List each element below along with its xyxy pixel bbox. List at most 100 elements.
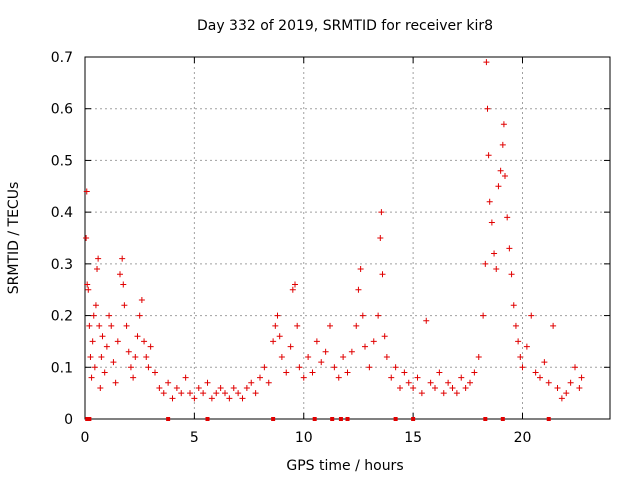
data-point: [471, 369, 478, 376]
zero-data-point: [205, 417, 210, 421]
data-point: [119, 255, 126, 262]
data-point: [483, 59, 490, 66]
data-point: [83, 235, 90, 241]
data-point: [136, 312, 143, 319]
data-point: [502, 172, 508, 179]
data-point: [359, 312, 366, 319]
data-point: [532, 369, 539, 376]
data-point: [491, 250, 498, 257]
data-point: [87, 353, 94, 360]
data-point: [322, 348, 329, 355]
data-point: [230, 384, 237, 391]
data-point: [272, 322, 279, 329]
data-point: [392, 364, 399, 371]
data-point: [112, 379, 119, 386]
zero-data-point: [312, 417, 317, 421]
data-point: [440, 390, 447, 397]
data-point: [95, 255, 102, 262]
data-point: [145, 364, 152, 371]
data-point: [276, 333, 283, 340]
data-point: [449, 384, 456, 391]
data-point: [313, 338, 320, 345]
data-point: [83, 188, 90, 195]
data-point: [381, 333, 388, 340]
data-point: [173, 384, 180, 391]
data-point: [558, 395, 565, 402]
y-axis-label: SRMTID / TECUs: [6, 182, 22, 295]
data-point: [97, 384, 104, 391]
data-point: [270, 338, 277, 345]
data-point: [89, 338, 96, 345]
data-point: [165, 379, 172, 386]
data-point: [294, 322, 301, 329]
zero-data-point: [85, 417, 90, 421]
data-point: [123, 322, 130, 329]
data-point: [508, 271, 515, 278]
y-tick-label: 0.6: [51, 102, 73, 118]
data-point: [515, 338, 522, 345]
data-point: [519, 364, 526, 371]
data-point: [117, 271, 123, 278]
data-point: [388, 374, 395, 381]
data-point: [132, 353, 139, 360]
data-point: [127, 364, 134, 371]
data-point: [462, 384, 469, 391]
data-point: [121, 302, 128, 309]
data-point: [98, 353, 105, 360]
data-point: [120, 281, 127, 288]
zero-data-point: [546, 417, 551, 421]
data-point: [550, 322, 557, 329]
data-point: [500, 121, 507, 128]
data-point: [541, 359, 548, 366]
data-point: [427, 379, 434, 386]
data-point: [432, 384, 438, 391]
data-point: [103, 343, 110, 350]
data-point: [147, 343, 154, 350]
data-point: [143, 353, 150, 360]
data-point: [475, 353, 482, 360]
y-tick-label: 0.3: [51, 257, 73, 273]
data-point: [187, 390, 193, 397]
data-point: [493, 266, 500, 273]
data-point: [195, 384, 202, 391]
zero-data-point: [500, 417, 505, 421]
data-point: [362, 343, 368, 350]
data-point: [545, 379, 552, 386]
data-point: [99, 333, 106, 340]
zero-data-point: [330, 417, 335, 421]
data-point: [152, 369, 158, 376]
data-point: [567, 379, 574, 386]
data-point: [160, 390, 167, 397]
data-point: [554, 384, 561, 391]
data-point: [138, 297, 145, 304]
data-point: [182, 374, 189, 381]
data-point: [101, 369, 108, 376]
data-point: [506, 245, 513, 252]
data-point: [90, 312, 97, 319]
data-point: [576, 384, 583, 391]
data-point: [327, 322, 333, 329]
x-tick-label: 0: [81, 430, 90, 446]
data-point: [106, 312, 113, 319]
data-point: [499, 141, 506, 148]
data-point: [108, 322, 115, 329]
data-point: [88, 374, 95, 381]
zero-data-point: [345, 417, 350, 421]
data-point: [375, 312, 382, 319]
data-point: [248, 379, 255, 386]
data-point: [445, 379, 452, 386]
data-point: [292, 281, 298, 288]
data-point: [86, 322, 93, 329]
data-point: [486, 198, 493, 205]
x-axis-label: GPS time / hours: [286, 458, 403, 474]
data-point: [563, 390, 570, 397]
data-point: [495, 183, 502, 190]
data-point: [504, 214, 511, 221]
data-point: [222, 390, 228, 397]
data-point: [226, 395, 233, 402]
x-tick-label: 20: [514, 430, 532, 446]
data-point: [383, 353, 390, 360]
data-point: [379, 271, 386, 278]
data-point: [418, 390, 425, 397]
